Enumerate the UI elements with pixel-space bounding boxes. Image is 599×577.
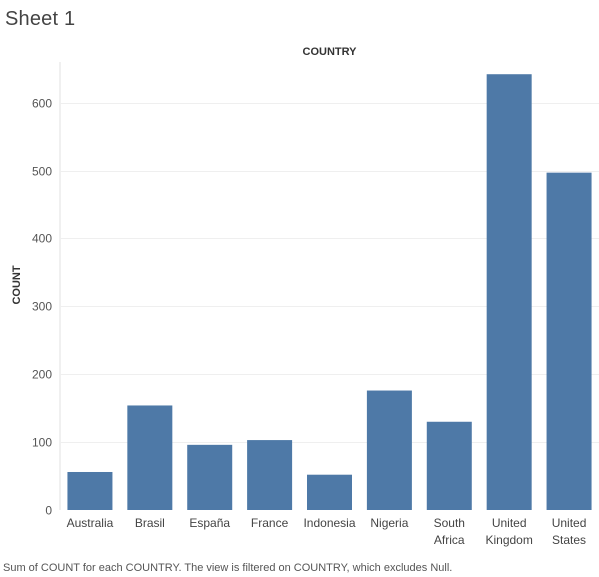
y-tick-label: 500 xyxy=(32,165,52,179)
x-tick-label: Nigeria xyxy=(370,516,408,530)
y-tick-label: 200 xyxy=(32,368,52,382)
x-tick-label: España xyxy=(189,516,230,530)
sheet-title: Sheet 1 xyxy=(5,8,76,30)
x-tick-label: France xyxy=(251,516,289,530)
caption: Sum of COUNT for each COUNTRY. The view … xyxy=(3,562,453,574)
x-tick-label: United xyxy=(552,516,587,530)
bar[interactable] xyxy=(546,172,592,510)
y-tick-label: 400 xyxy=(32,232,52,246)
x-tick-label: States xyxy=(552,533,586,547)
y-tick-label: 100 xyxy=(32,436,52,450)
x-tick-label: Indonesia xyxy=(303,516,355,530)
bar[interactable] xyxy=(486,74,532,510)
bar[interactable] xyxy=(187,444,233,510)
y-tick-label: 600 xyxy=(32,97,52,111)
bar[interactable] xyxy=(127,405,173,510)
x-tick-label: Africa xyxy=(434,533,465,547)
x-tick-label: Australia xyxy=(67,516,114,530)
bar[interactable] xyxy=(247,440,293,510)
y-tick-label: 0 xyxy=(45,504,52,518)
y-tick-label: 300 xyxy=(32,300,52,314)
chart-header: COUNTRY xyxy=(302,46,357,58)
bar[interactable] xyxy=(426,421,472,510)
bar[interactable] xyxy=(366,390,412,510)
x-tick-label: Brasil xyxy=(135,516,165,530)
x-tick-label: United xyxy=(492,516,527,530)
x-tick-label: Kingdom xyxy=(485,533,532,547)
bar[interactable] xyxy=(307,474,352,510)
bar[interactable] xyxy=(67,471,113,510)
x-tick-label: South xyxy=(434,516,465,530)
